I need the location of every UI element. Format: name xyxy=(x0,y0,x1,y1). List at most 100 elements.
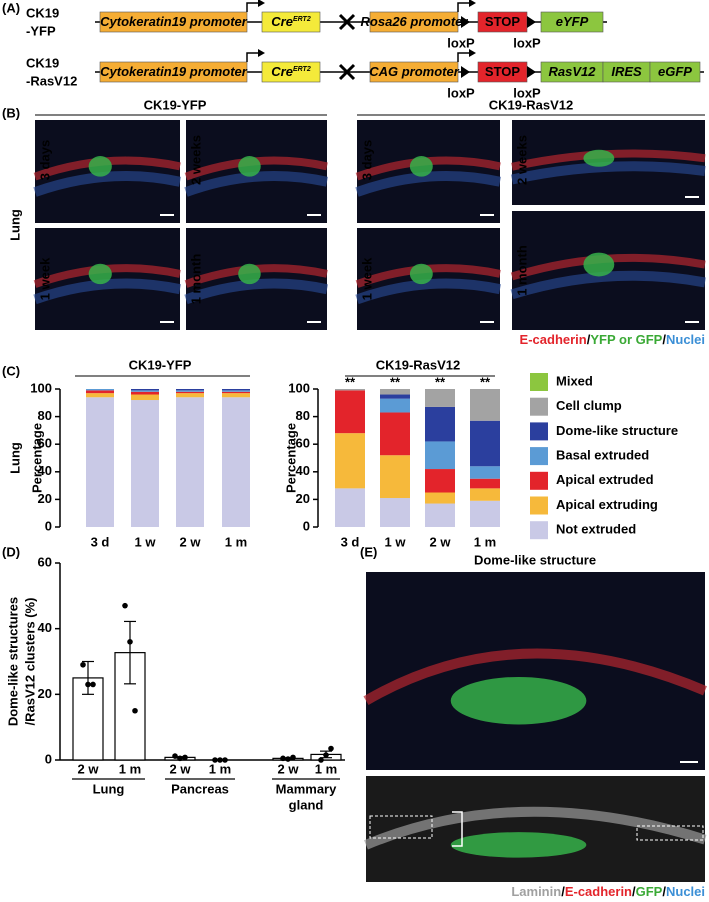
legend-label: Cell clump xyxy=(556,398,622,413)
gfp-cell xyxy=(409,263,433,285)
bar-segment xyxy=(335,488,365,527)
legend-swatch xyxy=(530,496,548,515)
data-point xyxy=(127,639,133,645)
y-axis-label: /RasV12 clusters (%) xyxy=(22,598,37,726)
x-tick-label: 2 w xyxy=(180,534,202,549)
stain-legend-part: Nuclei xyxy=(666,332,705,347)
promoter-arrow-head xyxy=(258,49,265,57)
element-text: Cytokeratin19 promoter xyxy=(100,14,248,29)
y-tick-label: 80 xyxy=(38,408,52,423)
y-tick-label: 100 xyxy=(30,380,52,395)
nuclei xyxy=(355,278,502,305)
element-label: IRES xyxy=(611,64,642,79)
legend-label: Apical extruding xyxy=(556,497,658,512)
legend-swatch xyxy=(530,422,548,441)
bar-segment xyxy=(470,478,500,489)
bar-segment xyxy=(425,389,455,407)
bar-segment xyxy=(176,393,204,398)
loxp-site xyxy=(461,16,470,28)
cross xyxy=(338,63,356,81)
bar-segment xyxy=(176,397,204,527)
promoter-arrow xyxy=(457,52,470,62)
element-label: CreERT2 xyxy=(271,14,311,29)
timepoint-label: 2 weeks xyxy=(188,135,203,185)
dome xyxy=(363,648,707,706)
stain-legend-part: / xyxy=(587,332,591,347)
gfp-cluster xyxy=(450,676,587,725)
bar-segment xyxy=(470,500,500,527)
element-label: Rosa26 promoter xyxy=(361,14,469,29)
nuclei xyxy=(33,171,182,197)
data-point xyxy=(85,681,91,688)
gfp-cell xyxy=(583,252,615,277)
panel-label: (B) xyxy=(2,105,20,120)
bar-segment xyxy=(131,394,159,401)
timepoint-label: 1 month xyxy=(188,254,203,305)
legend-label: Dome-like structure xyxy=(556,423,678,438)
nuclei xyxy=(510,161,706,185)
stain-legend-part: GFP xyxy=(636,884,663,899)
data-point xyxy=(212,757,218,763)
bar-segment xyxy=(335,390,365,434)
y-tick-label: 80 xyxy=(296,408,310,423)
data-point xyxy=(328,745,334,752)
data-point xyxy=(217,757,223,763)
significance: ** xyxy=(345,374,356,389)
significance: ** xyxy=(435,374,446,389)
bar-segment xyxy=(222,393,250,398)
bar-segment xyxy=(470,420,500,467)
element-text: Rosa26 promoter xyxy=(361,14,469,29)
element-label: eGFP xyxy=(658,64,692,79)
gfp-cell xyxy=(238,156,261,177)
promoter-arrow-head xyxy=(469,0,476,7)
bar-segment xyxy=(425,492,455,504)
cross xyxy=(338,13,356,31)
element-text: RasV12 xyxy=(549,64,597,79)
x-tick-label: 1 w xyxy=(385,534,407,549)
nuclei xyxy=(184,171,329,197)
panel-label: (C) xyxy=(2,363,20,378)
y-tick-label: 0 xyxy=(45,751,52,766)
group-label: Pancreas xyxy=(171,781,229,796)
bar-segment xyxy=(380,455,410,499)
y-tick-label: 40 xyxy=(38,463,52,478)
promoter-arrow xyxy=(457,2,470,12)
element-text: CAG promoter xyxy=(369,64,460,79)
construct-element xyxy=(99,11,248,33)
group-title: CK19-YFP xyxy=(144,97,207,112)
group-label: Mammary xyxy=(276,781,337,796)
bar-segment xyxy=(86,397,114,527)
data-point xyxy=(90,681,96,688)
bar-segment xyxy=(222,390,250,392)
bar-segment xyxy=(222,397,250,527)
stain-legend-part: YFP or GFP xyxy=(590,332,662,347)
legend-label: Apical extruded xyxy=(556,472,654,487)
group-label: gland xyxy=(289,797,324,812)
y-tick-label: 100 xyxy=(288,380,310,395)
stain-legend-part: E-cadherin xyxy=(520,332,587,347)
bar-segment xyxy=(425,441,455,470)
bar-segment xyxy=(222,389,250,391)
significance: ** xyxy=(480,374,491,389)
gfp-cluster xyxy=(450,832,587,858)
x-tick-label: 1 m xyxy=(225,534,247,549)
construct-element xyxy=(369,11,459,33)
gfp-cell xyxy=(238,263,261,285)
stain-legend-part: Laminin xyxy=(511,884,561,899)
bar-segment xyxy=(222,391,250,394)
panel-label: (A) xyxy=(2,0,20,15)
stain-legend-part: E-cadherin xyxy=(565,884,632,899)
bar-segment xyxy=(176,389,204,391)
legend-label: Not extruded xyxy=(556,522,636,537)
element-label: eYFP xyxy=(556,14,589,29)
side-label: Lung xyxy=(7,442,22,474)
y-axis-label: Percentage xyxy=(283,423,298,493)
x-tick-label: 2 w xyxy=(78,761,100,776)
dome xyxy=(364,806,707,850)
data-point xyxy=(290,754,296,761)
loxp-label: loxP xyxy=(513,35,541,50)
bar-segment xyxy=(335,389,365,391)
construct-name: -YFP xyxy=(26,23,56,38)
legend-swatch xyxy=(530,471,548,490)
element-label: CAG promoter xyxy=(369,64,460,79)
